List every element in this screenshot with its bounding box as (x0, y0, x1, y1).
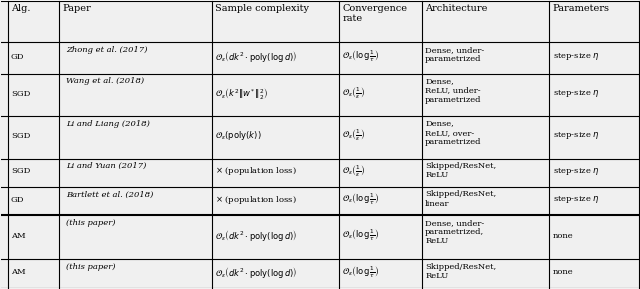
Text: Sample complexity: Sample complexity (215, 4, 309, 13)
Text: Paper: Paper (62, 4, 91, 13)
Text: $\mathcal{O}_\epsilon\left(\log\frac{1}{\tau}\right)$: $\mathcal{O}_\epsilon\left(\log\frac{1}{… (342, 49, 380, 64)
Text: Dense,
ReLU, under-
parametrized: Dense, ReLU, under- parametrized (425, 77, 482, 103)
Text: $\times$ (population loss): $\times$ (population loss) (215, 194, 297, 206)
Text: Parameters: Parameters (552, 4, 609, 13)
Text: Skipped/ResNet,
ReLU: Skipped/ResNet, ReLU (425, 162, 496, 179)
Text: step-size $\eta$: step-size $\eta$ (552, 194, 600, 205)
Text: $\times$ (population loss): $\times$ (population loss) (215, 165, 297, 177)
Text: none: none (552, 268, 573, 276)
Text: $\mathcal{O}_\epsilon\left(\log\frac{1}{\tau}\right)$: $\mathcal{O}_\epsilon\left(\log\frac{1}{… (342, 264, 380, 279)
Text: SGD: SGD (11, 132, 30, 140)
Text: SGD: SGD (11, 167, 30, 175)
Text: $\mathcal{O}_\epsilon\left(\log\frac{1}{\tau}\right)$: $\mathcal{O}_\epsilon\left(\log\frac{1}{… (342, 228, 380, 243)
Text: Architecture: Architecture (425, 4, 488, 13)
Text: $\mathcal{O}_\epsilon\left(dk^2 \cdot \mathrm{poly}(\log d)\right)$: $\mathcal{O}_\epsilon\left(dk^2 \cdot \m… (215, 228, 297, 243)
Text: Wang et al. (2018): Wang et al. (2018) (67, 77, 145, 85)
Text: (this paper): (this paper) (67, 219, 116, 227)
Text: SGD: SGD (11, 90, 30, 97)
Text: Skipped/ResNet,
ReLU: Skipped/ResNet, ReLU (425, 263, 496, 280)
Text: Dense, under-
parametrized: Dense, under- parametrized (425, 46, 484, 63)
Text: $\mathcal{O}_\epsilon\left(\frac{1}{\epsilon}\right)$: $\mathcal{O}_\epsilon\left(\frac{1}{\eps… (342, 86, 365, 101)
Text: none: none (552, 232, 573, 240)
Text: Zhong et al. (2017): Zhong et al. (2017) (67, 46, 148, 54)
Text: step-size $\eta$: step-size $\eta$ (552, 131, 600, 142)
Text: $\mathcal{O}_\epsilon\left(k^2\|w^*\|_2^2\right)$: $\mathcal{O}_\epsilon\left(k^2\|w^*\|_2^… (215, 86, 268, 101)
Text: $\mathcal{O}_\epsilon\left(\frac{1}{\epsilon}\right)$: $\mathcal{O}_\epsilon\left(\frac{1}{\eps… (342, 129, 365, 144)
Text: Li and Yuan (2017): Li and Yuan (2017) (67, 162, 147, 170)
Text: AM: AM (11, 232, 26, 240)
Text: $\mathcal{O}_\epsilon\left(\mathrm{poly}(k)\right)$: $\mathcal{O}_\epsilon\left(\mathrm{poly}… (215, 129, 262, 142)
Text: Dense,
ReLU, over-
parametrized: Dense, ReLU, over- parametrized (425, 120, 482, 146)
Text: Skipped/ResNet,
linear: Skipped/ResNet, linear (425, 190, 496, 208)
Text: $\mathcal{O}_\epsilon\left(\log\frac{1}{\tau}\right)$: $\mathcal{O}_\epsilon\left(\log\frac{1}{… (342, 192, 380, 207)
Text: step-size $\eta$: step-size $\eta$ (552, 166, 600, 177)
Text: step-size $\eta$: step-size $\eta$ (552, 51, 600, 62)
Text: $\mathcal{O}_\epsilon\left(\frac{1}{\epsilon}\right)$: $\mathcal{O}_\epsilon\left(\frac{1}{\eps… (342, 164, 365, 179)
Text: Alg.: Alg. (11, 4, 31, 13)
Text: (this paper): (this paper) (67, 263, 116, 271)
Text: $\mathcal{O}_\epsilon\left(dk^2 \cdot \mathrm{poly}(\log d)\right)$: $\mathcal{O}_\epsilon\left(dk^2 \cdot \m… (215, 49, 297, 64)
Text: AM: AM (11, 268, 26, 276)
Text: GD: GD (11, 53, 24, 61)
Text: step-size $\eta$: step-size $\eta$ (552, 88, 600, 99)
Text: GD: GD (11, 196, 24, 204)
Text: $\mathcal{O}_\epsilon\left(dk^2 \cdot \mathrm{poly}(\log d)\right)$: $\mathcal{O}_\epsilon\left(dk^2 \cdot \m… (215, 264, 297, 279)
Text: Convergence
rate: Convergence rate (342, 4, 407, 23)
Text: Li and Liang (2018): Li and Liang (2018) (67, 120, 150, 128)
Text: Dense, under-
parametrized,
ReLU: Dense, under- parametrized, ReLU (425, 219, 484, 245)
Text: Bartlett et al. (2018): Bartlett et al. (2018) (67, 190, 154, 198)
